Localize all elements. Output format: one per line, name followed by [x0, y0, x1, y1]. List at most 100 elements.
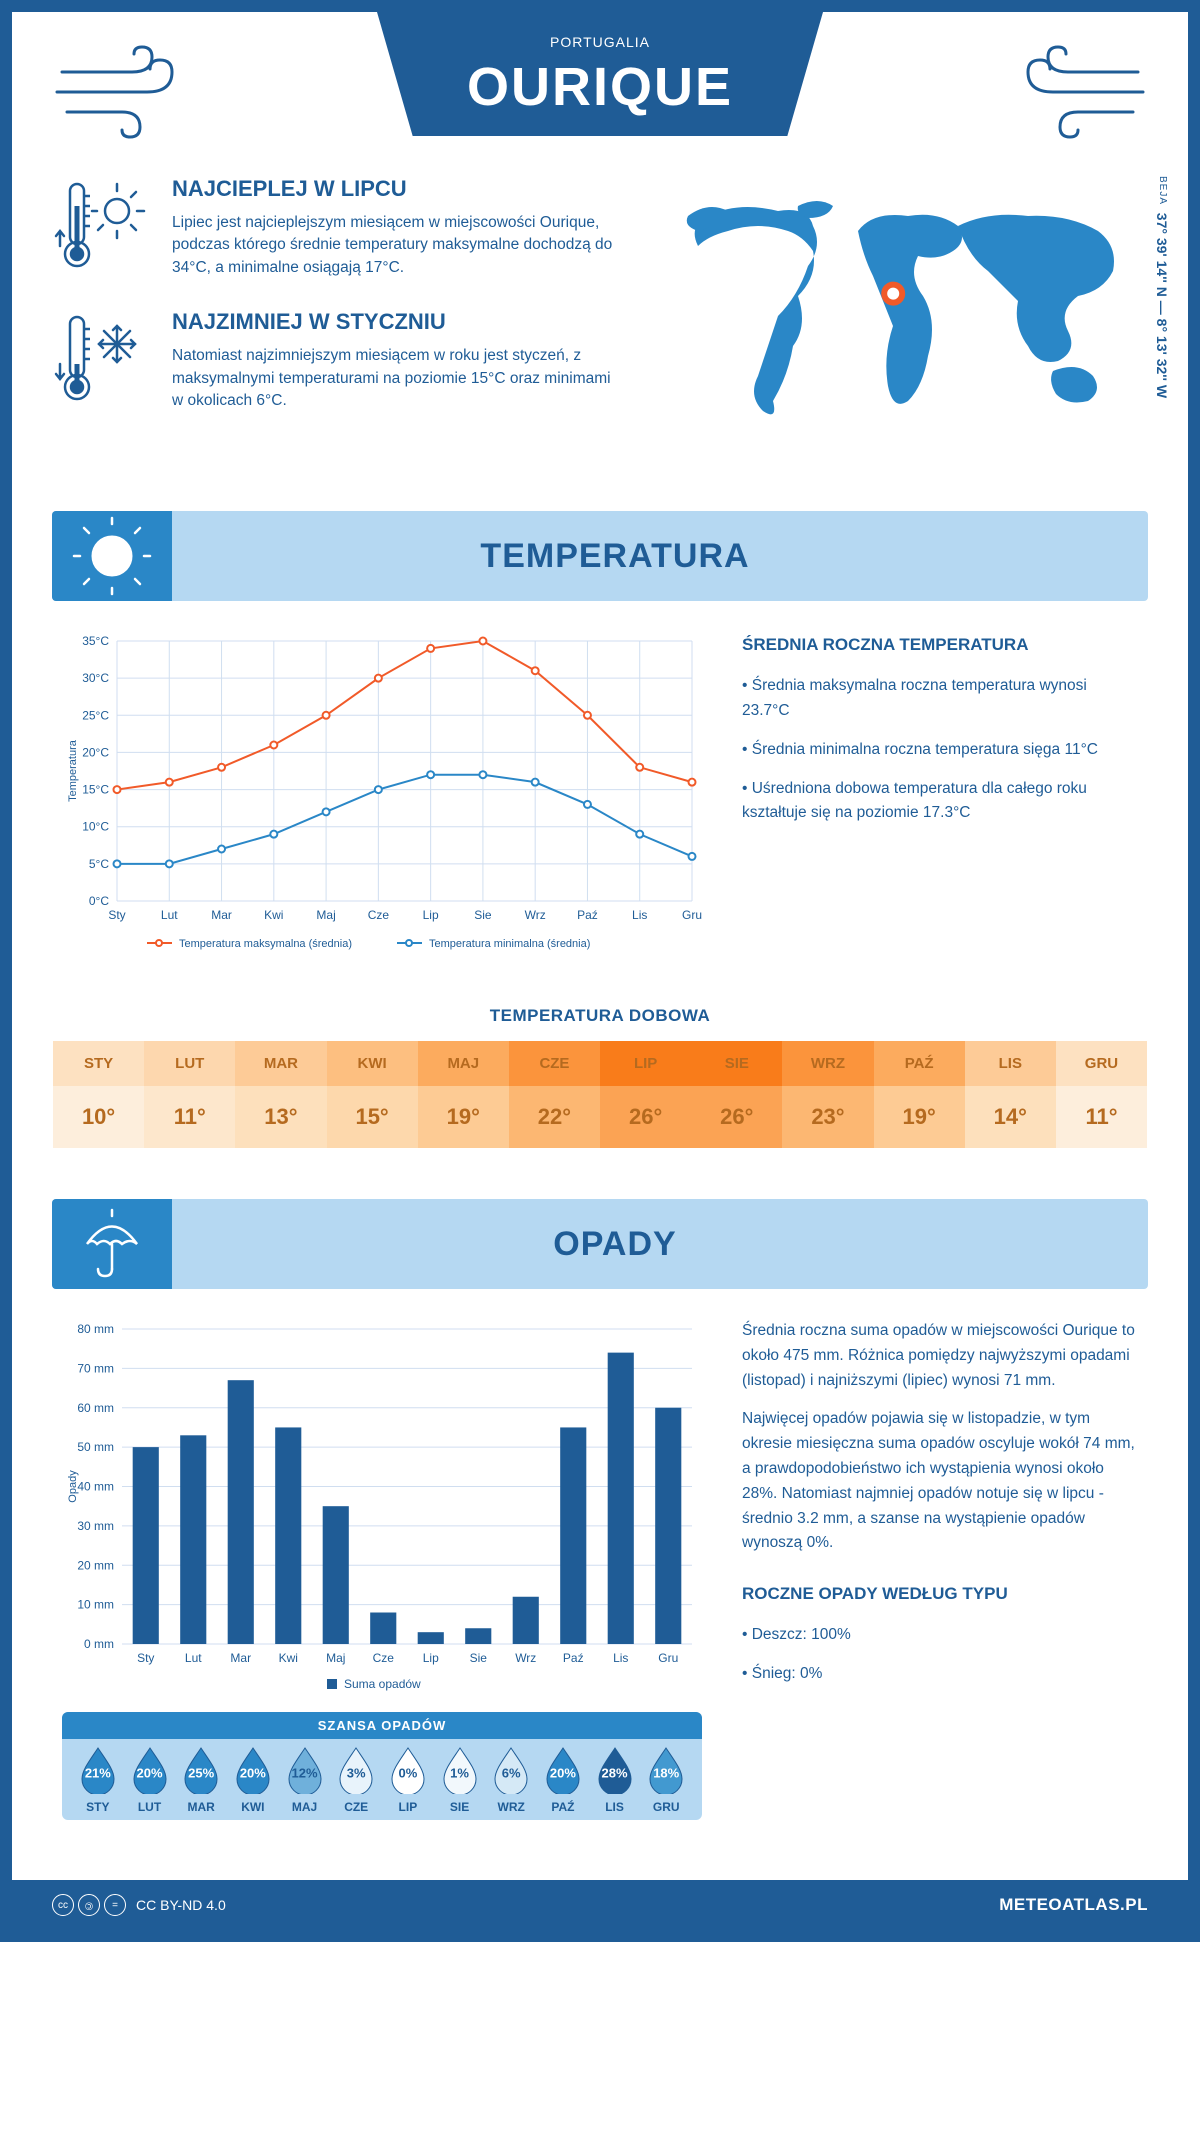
svg-text:20°C: 20°C [82, 745, 109, 759]
svg-text:20 mm: 20 mm [77, 1558, 114, 1572]
svg-text:Temperatura: Temperatura [67, 739, 79, 802]
chance-drop: 6% WRZ [485, 1746, 537, 1814]
svg-text:Temperatura minimalna (średnia: Temperatura minimalna (średnia) [429, 938, 590, 950]
daily-temp-table: STY 10° LUT 11° MAR 13° KWI 15° MAJ 19° … [52, 1040, 1148, 1149]
svg-text:25°C: 25°C [82, 708, 109, 722]
chance-drop: 25% MAR [175, 1746, 227, 1814]
hottest-title: NAJCIEPLEJ W LIPCU [172, 176, 618, 202]
daily-temp-col: STY 10° [53, 1041, 144, 1148]
footer: cc🄯= CC BY-ND 4.0 METEOATLAS.PL [12, 1880, 1188, 1930]
daily-temp-col: LIP 26° [600, 1041, 691, 1148]
svg-text:Maj: Maj [316, 908, 335, 922]
svg-text:Mar: Mar [230, 1651, 251, 1665]
svg-text:Kwi: Kwi [264, 908, 283, 922]
page-subtitle: PORTUGALIA [467, 34, 733, 50]
svg-text:Cze: Cze [368, 908, 390, 922]
svg-text:Lip: Lip [423, 908, 439, 922]
svg-text:0 mm: 0 mm [84, 1637, 114, 1651]
svg-text:70 mm: 70 mm [77, 1361, 114, 1375]
header: OURIQUE PORTUGALIA [52, 42, 1148, 166]
chance-drop: 1% SIE [434, 1746, 486, 1814]
precip-type-line: Deszcz: 100% [742, 1623, 1138, 1648]
svg-text:Opady: Opady [67, 1470, 79, 1503]
thermometer-hot-icon [52, 176, 152, 276]
svg-text:Gru: Gru [658, 1651, 678, 1665]
svg-text:Temperatura maksymalna (średni: Temperatura maksymalna (średnia) [179, 938, 352, 950]
svg-text:Paź: Paź [577, 908, 598, 922]
svg-text:Wrz: Wrz [525, 908, 546, 922]
chance-drop: 18% GRU [640, 1746, 692, 1814]
hottest-text: Lipiec jest najcieplejszym miesiącem w m… [172, 212, 618, 279]
svg-text:Lip: Lip [423, 1651, 439, 1665]
temperature-summary: ŚREDNIA ROCZNA TEMPERATURA Średnia maksy… [742, 631, 1138, 966]
svg-text:Gru: Gru [682, 908, 702, 922]
temperature-section-title: TEMPERATURA [202, 537, 1148, 576]
license-text: CC BY-ND 4.0 [136, 1897, 226, 1913]
precip-summary-p1: Średnia roczna suma opadów w miejscowośc… [742, 1319, 1138, 1393]
coldest-block: NAJZIMNIEJ W STYCZNIU Natomiast najzimni… [52, 309, 618, 412]
sun-icon [52, 511, 172, 601]
wind-icon [1008, 42, 1148, 142]
svg-text:60 mm: 60 mm [77, 1401, 114, 1415]
daily-temp-col: LUT 11° [144, 1041, 235, 1148]
thermometer-cold-icon [52, 309, 152, 409]
precipitation-bar-chart: 0 mm10 mm20 mm30 mm40 mm50 mm60 mm70 mm8… [62, 1319, 702, 1699]
svg-text:Sty: Sty [108, 908, 125, 922]
daily-temp-col: PAŹ 19° [874, 1041, 965, 1148]
daily-temp-col: KWI 15° [327, 1041, 418, 1148]
precipitation-banner: OPADY [52, 1199, 1148, 1289]
precipitation-chance-strip: SZANSA OPADÓW 21% STY 20% LUT 25% MAR 2 [62, 1712, 702, 1820]
precip-type-line: Śnieg: 0% [742, 1662, 1138, 1687]
svg-text:10°C: 10°C [82, 820, 109, 834]
svg-text:Paź: Paź [563, 1651, 584, 1665]
chance-drop: 0% LIP [382, 1746, 434, 1814]
svg-text:Lis: Lis [632, 908, 647, 922]
cc-icon: cc🄯= [52, 1894, 126, 1916]
temp-summary-line: Uśredniona dobowa temperatura dla całego… [742, 777, 1138, 827]
svg-text:5°C: 5°C [89, 857, 109, 871]
svg-text:Kwi: Kwi [279, 1651, 298, 1665]
intro-row: NAJCIEPLEJ W LIPCU Lipiec jest najcieple… [52, 166, 1148, 491]
svg-text:Sty: Sty [137, 1651, 154, 1665]
chance-drop: 3% CZE [330, 1746, 382, 1814]
svg-text:30°C: 30°C [82, 671, 109, 685]
svg-text:80 mm: 80 mm [77, 1322, 114, 1336]
daily-temp-col: SIE 26° [691, 1041, 782, 1148]
chance-title: SZANSA OPADÓW [62, 1712, 702, 1739]
chance-drop: 20% PAŹ [537, 1746, 589, 1814]
world-map: BEJA 37° 39' 14'' N — 8° 13' 32'' W [658, 176, 1148, 461]
svg-text:Lut: Lut [185, 1651, 202, 1665]
precip-summary-p2: Najwięcej opadów pojawia się w listopadz… [742, 1407, 1138, 1556]
hottest-block: NAJCIEPLEJ W LIPCU Lipiec jest najcieple… [52, 176, 618, 279]
chance-drop: 12% MAJ [279, 1746, 331, 1814]
page-title: OURIQUE [467, 56, 733, 118]
daily-temp-title: TEMPERATURA DOBOWA [52, 1006, 1148, 1026]
chance-drop: 20% KWI [227, 1746, 279, 1814]
chance-drop: 28% LIS [589, 1746, 641, 1814]
svg-text:Suma opadów: Suma opadów [344, 1677, 421, 1691]
chance-drop: 20% LUT [124, 1746, 176, 1814]
temperature-banner: TEMPERATURA [52, 511, 1148, 601]
wind-icon [52, 42, 192, 142]
svg-text:Lut: Lut [161, 908, 178, 922]
temp-summary-title: ŚREDNIA ROCZNA TEMPERATURA [742, 631, 1138, 658]
svg-text:Sie: Sie [474, 908, 492, 922]
precipitation-summary: Średnia roczna suma opadów w miejscowośc… [742, 1319, 1138, 1820]
coldest-title: NAJZIMNIEJ W STYCZNIU [172, 309, 618, 335]
temp-summary-line: Średnia maksymalna roczna temperatura wy… [742, 674, 1138, 724]
svg-text:Mar: Mar [211, 908, 232, 922]
daily-temp-col: MAJ 19° [418, 1041, 509, 1148]
precip-type-title: ROCZNE OPADY WEDŁUG TYPU [742, 1580, 1138, 1607]
site-name: METEOATLAS.PL [999, 1895, 1148, 1915]
svg-text:40 mm: 40 mm [77, 1480, 114, 1494]
daily-temp-col: MAR 13° [235, 1041, 326, 1148]
title-panel: OURIQUE PORTUGALIA [377, 12, 823, 136]
daily-temp-col: CZE 22° [509, 1041, 600, 1148]
svg-text:35°C: 35°C [82, 634, 109, 648]
svg-text:Maj: Maj [326, 1651, 345, 1665]
coordinates: BEJA 37° 39' 14'' N — 8° 13' 32'' W [1154, 176, 1170, 398]
precipitation-section-title: OPADY [202, 1225, 1148, 1264]
svg-text:30 mm: 30 mm [77, 1519, 114, 1533]
location-marker [884, 285, 902, 303]
svg-text:10 mm: 10 mm [77, 1598, 114, 1612]
